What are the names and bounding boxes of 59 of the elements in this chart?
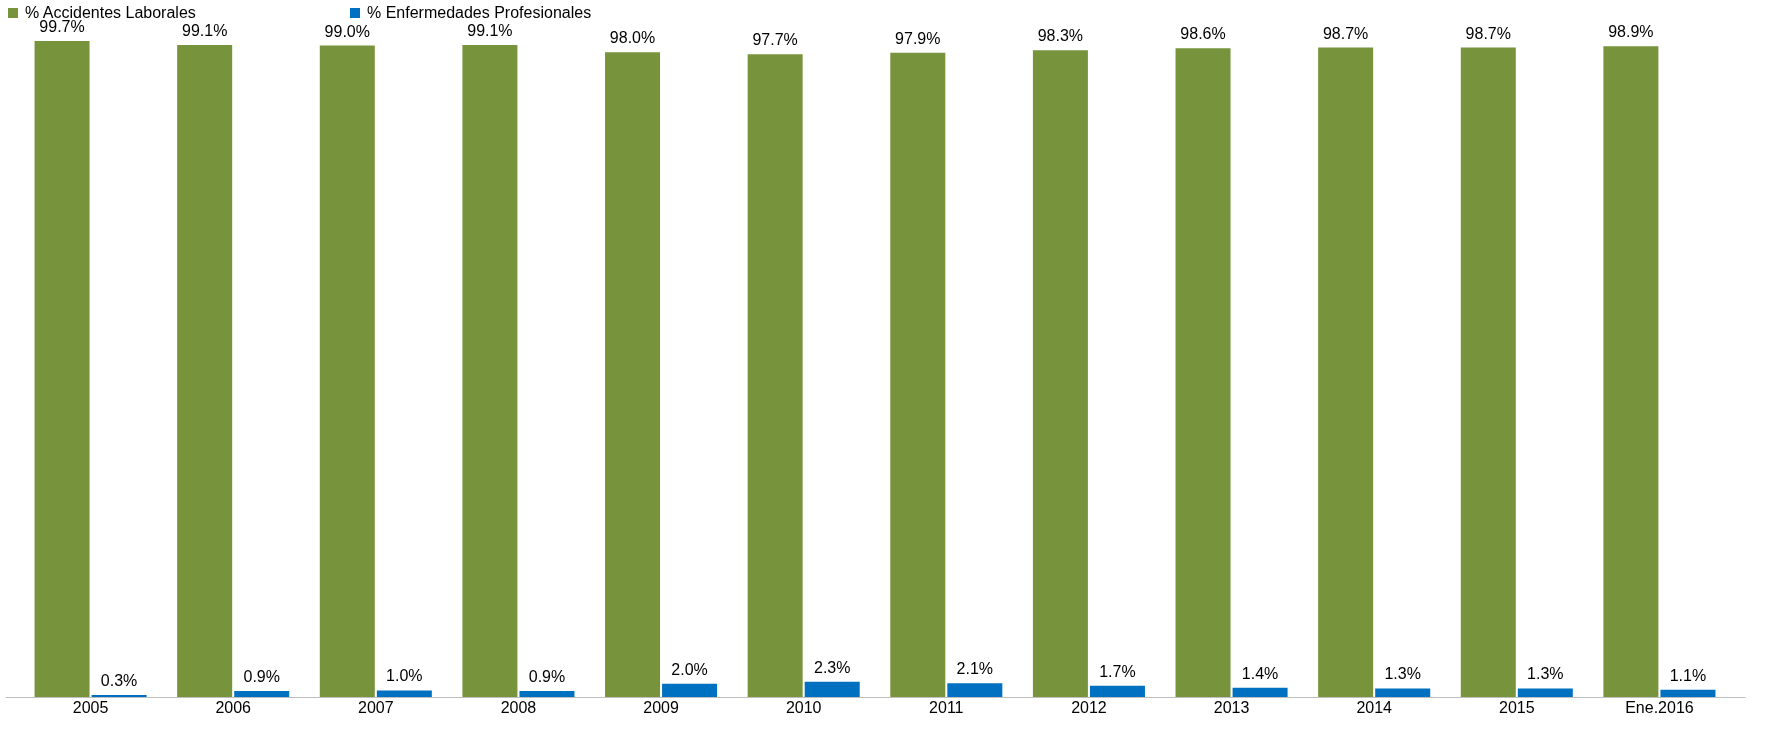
data-label: 1.3% — [1384, 665, 1421, 683]
data-label: 99.1% — [181, 21, 228, 39]
bar — [1517, 688, 1573, 697]
x-tick-label: 2009 — [643, 698, 679, 716]
bar — [1032, 50, 1088, 697]
data-label: 98.9% — [1608, 23, 1654, 41]
x-tick-label: Ene.2016 — [1625, 698, 1694, 716]
data-label: 0.3% — [100, 672, 138, 690]
bar — [319, 45, 375, 697]
bar — [947, 683, 1003, 697]
data-label: 98.0% — [609, 29, 656, 47]
bar — [1660, 689, 1716, 697]
data-label: 98.3% — [1037, 27, 1084, 45]
data-label: 99.1% — [467, 21, 513, 39]
data-label: 0.9% — [528, 668, 566, 686]
data-label: 1.0% — [386, 667, 423, 685]
bar — [747, 54, 803, 697]
bar — [519, 691, 575, 697]
data-label: 99.0% — [324, 22, 370, 40]
data-label: 98.7% — [1465, 24, 1511, 42]
data-label: 1.3% — [1527, 665, 1564, 683]
bar — [605, 52, 661, 697]
data-label: 2.3% — [813, 658, 851, 676]
data-label: 2.1% — [956, 660, 994, 678]
bar — [1375, 688, 1431, 697]
bar — [1089, 685, 1145, 697]
data-label: 1.4% — [1241, 664, 1279, 682]
data-label: 1.7% — [1099, 662, 1136, 680]
x-tick-label: 2007 — [358, 698, 394, 716]
data-label: 0.9% — [243, 668, 280, 686]
x-tick-label: 2013 — [1213, 698, 1250, 716]
data-label: 97.9% — [895, 29, 941, 47]
bar — [177, 44, 233, 697]
x-tick-label: 2008 — [500, 698, 537, 716]
x-tick-label: 2012 — [1071, 698, 1107, 716]
x-tick-label: 2005 — [72, 698, 109, 716]
x-tick-label: 2015 — [1499, 698, 1535, 716]
x-tick-label: 2014 — [1356, 698, 1393, 716]
data-label: 98.7% — [1322, 24, 1369, 42]
bar — [376, 690, 432, 697]
bar — [1175, 48, 1231, 697]
x-tick-label: 2010 — [785, 698, 822, 716]
bar — [804, 681, 860, 697]
bar — [1603, 46, 1659, 697]
legend-label: % Enfermedades Profesionales — [367, 4, 592, 21]
x-tick-label: 2011 — [929, 698, 964, 716]
bar — [1460, 47, 1516, 697]
bar — [890, 52, 946, 697]
bar — [234, 691, 290, 697]
bar — [662, 683, 718, 697]
data-label: 2.0% — [671, 660, 708, 678]
data-label: 1.1% — [1669, 666, 1707, 684]
data-label: 97.7% — [752, 31, 798, 49]
bar — [1232, 687, 1288, 697]
bar — [34, 40, 90, 697]
data-label: 98.6% — [1180, 25, 1226, 43]
bar — [462, 44, 518, 697]
x-tick-label: 2006 — [215, 698, 252, 716]
bar — [1318, 47, 1374, 697]
